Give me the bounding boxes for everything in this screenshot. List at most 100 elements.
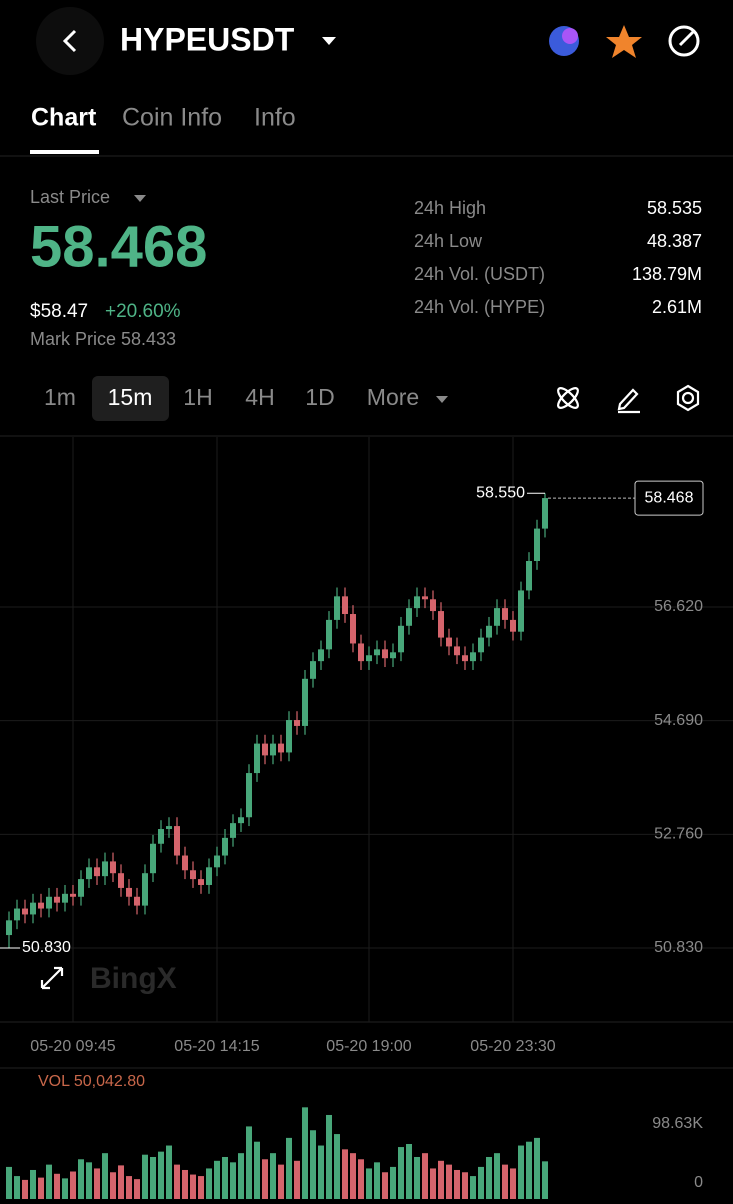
volume-bar [486, 1156, 492, 1199]
volume-bar [142, 1154, 148, 1199]
candle-body [366, 655, 372, 662]
volume-bar [510, 1168, 516, 1199]
indicator-icon[interactable] [555, 385, 580, 410]
tab-coin-info[interactable]: Coin Info [122, 104, 222, 132]
volume-label: VOL 50,042.80 [38, 1073, 145, 1090]
candle-body [46, 896, 52, 909]
candle-body [494, 608, 500, 626]
symbol-caret[interactable] [322, 37, 336, 45]
candle-body [278, 743, 284, 753]
volume-bar [30, 1169, 36, 1199]
volume-bar [310, 1130, 316, 1199]
candle-body [190, 870, 196, 880]
candle-body [54, 896, 60, 903]
candle-body [38, 902, 44, 909]
candle-body [398, 625, 404, 653]
candle-body [406, 608, 412, 626]
settings-icon-outline [676, 384, 700, 412]
fullscreen-icon[interactable] [40, 966, 64, 990]
volume-bar [278, 1164, 284, 1199]
candle-body [110, 861, 116, 874]
volume-bar [46, 1164, 52, 1199]
candle-body [142, 873, 148, 906]
symbol[interactable]: HYPEUSDT [120, 21, 295, 57]
volume-bar [38, 1177, 44, 1199]
candle-body [446, 637, 452, 647]
candle-body [486, 625, 492, 638]
share-icon[interactable] [668, 25, 700, 57]
volume-bar [446, 1164, 452, 1199]
volume-bar [134, 1179, 140, 1199]
x-tick-label: 05-20 19:00 [326, 1038, 412, 1055]
timeframe[interactable]: 1H [183, 384, 212, 410]
candle-body [22, 908, 28, 915]
volume-bar [430, 1168, 436, 1199]
volume-bar [438, 1160, 444, 1199]
volume-bar [526, 1141, 532, 1199]
candle-body [310, 661, 316, 679]
candle-body [390, 652, 396, 659]
stat-value: 138.79M [632, 264, 702, 284]
low-marker-label: 50.830 [22, 939, 71, 956]
volume-bar [118, 1165, 124, 1199]
last-price: 58.468 [30, 214, 207, 279]
last-price-tag: 58.468 [645, 489, 694, 506]
favorite-star[interactable] [606, 25, 642, 58]
timeframe[interactable]: More [367, 384, 419, 410]
tab-indicator [30, 150, 99, 154]
candle-body [134, 896, 140, 906]
usd-price: $58.47 [30, 301, 88, 322]
draw-icon[interactable] [617, 388, 640, 414]
volume-bar [470, 1176, 476, 1199]
timeframe[interactable]: 15m [108, 384, 153, 410]
last-price-label[interactable]: Last Price [30, 187, 110, 207]
candle-body [502, 608, 508, 620]
tab-info[interactable]: Info [254, 104, 296, 132]
volume-bar [62, 1178, 68, 1199]
volume-bar [358, 1159, 364, 1199]
volume-bar [382, 1172, 388, 1199]
last-price-caret [134, 195, 146, 202]
volume-bar [22, 1179, 28, 1199]
candle-body [78, 879, 84, 897]
volume-bar [414, 1156, 420, 1199]
candle-body [350, 614, 356, 644]
candle-body [94, 867, 100, 877]
candle-body [510, 619, 516, 632]
timeframe[interactable]: 1D [305, 384, 334, 410]
candle-body [318, 649, 324, 662]
candle-body [534, 528, 540, 561]
stat-value: 48.387 [647, 231, 702, 251]
timeframes: 1m 15m 1H 4H 1D More [44, 384, 419, 410]
candle-body [430, 599, 436, 612]
chart-tools [555, 384, 700, 414]
tab-chart[interactable]: Chart [31, 104, 97, 132]
x-tick-label: 05-20 23:30 [470, 1038, 556, 1055]
price-change: +20.60% [105, 301, 181, 322]
candle-body [462, 655, 468, 662]
candle-body [526, 560, 532, 591]
volume-bar [198, 1176, 204, 1199]
volume-bar [262, 1159, 268, 1199]
volume-bar [206, 1168, 212, 1199]
candle-body [14, 908, 20, 921]
candle-body [102, 861, 108, 877]
timeframe[interactable]: 4H [245, 384, 274, 410]
volume-bar [518, 1145, 524, 1199]
volume-bar [86, 1162, 92, 1199]
volume-bar [454, 1169, 460, 1199]
candle-body [158, 829, 164, 844]
volume-bar [110, 1172, 116, 1199]
volume-bar [102, 1153, 108, 1199]
volume-bar [406, 1143, 412, 1199]
candle-body [518, 590, 524, 632]
stat-label: 24h Low [414, 231, 483, 251]
volume-bar [126, 1176, 132, 1199]
candle-body [6, 920, 12, 936]
back-button[interactable] [36, 7, 104, 75]
y-tick-label: 54.690 [654, 712, 703, 729]
timeframe[interactable]: 1m [44, 384, 76, 410]
settings-icon[interactable] [681, 391, 695, 405]
